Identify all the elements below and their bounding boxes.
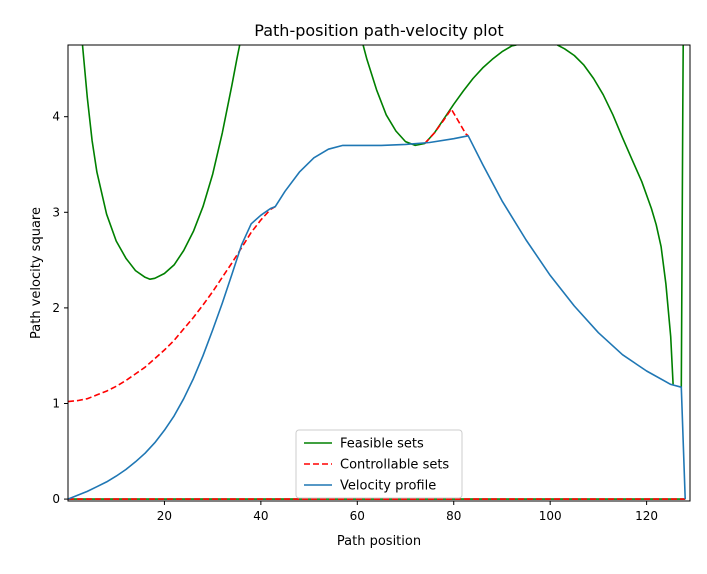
chart-title: Path-position path-velocity plot <box>254 21 503 40</box>
legend-box <box>295 429 463 499</box>
plot-content <box>68 45 686 500</box>
legend-label-0: Feasible sets <box>340 437 424 452</box>
x-tick-label: 120 <box>635 509 658 523</box>
y-axis-label: Path velocity square <box>29 207 44 339</box>
series-line-0-segment-0 <box>81 45 241 280</box>
y-tick-label: 0 <box>52 492 60 506</box>
y-tick-label: 1 <box>52 396 60 410</box>
x-axis-ticks: 20 40 60 80 100 120 <box>157 501 658 523</box>
y-tick-label: 3 <box>52 205 60 219</box>
x-tick-label: 20 <box>157 509 172 523</box>
y-tick-label: 2 <box>52 301 60 315</box>
legend-label-2: Velocity profile <box>340 479 436 494</box>
x-tick-label: 60 <box>350 509 365 523</box>
legend-label-1: Controllable sets <box>340 458 449 473</box>
y-axis-ticks: 0 1 2 3 4 <box>52 110 68 506</box>
x-tick-label: 100 <box>539 509 562 523</box>
series-line-0-segment-3 <box>680 45 684 388</box>
series-line-2-segment-0 <box>68 135 686 500</box>
series-line-1-segment-1 <box>424 108 469 145</box>
legend: Feasible sets Controllable sets Velocity p… <box>295 429 463 499</box>
series-line-1-segment-0 <box>68 205 276 403</box>
x-tick-label: 80 <box>446 509 461 523</box>
x-axis-label: Path position <box>337 534 421 549</box>
plot-frame <box>67 44 691 502</box>
series-line-0-segment-2 <box>557 45 674 385</box>
y-tick-label: 4 <box>52 110 60 124</box>
x-tick-label: 40 <box>253 509 268 523</box>
